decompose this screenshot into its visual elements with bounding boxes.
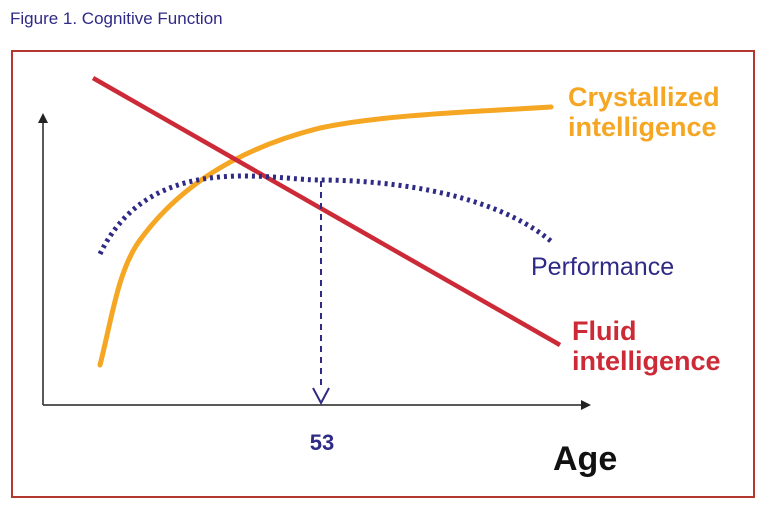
series-fluid-line — [91, 76, 562, 347]
figure-title: Figure 1. Cognitive Function — [10, 9, 223, 28]
x-axis-label: Age — [553, 440, 617, 478]
peak-marker-arrowhead — [312, 387, 330, 406]
legend-performance: Performance — [531, 253, 674, 281]
legend-fluid-line2: intelligence — [572, 346, 721, 376]
legend-crystallized-line1: Crystallized — [568, 82, 720, 112]
series-crystallized-line — [97, 104, 554, 368]
series-performance-line — [97, 173, 554, 256]
chart-frame — [11, 50, 755, 498]
peak-age-label: 53 — [310, 430, 334, 455]
legend-fluid-line1: Fluid — [572, 316, 636, 346]
legend-crystallized-line2: intelligence — [568, 112, 717, 142]
